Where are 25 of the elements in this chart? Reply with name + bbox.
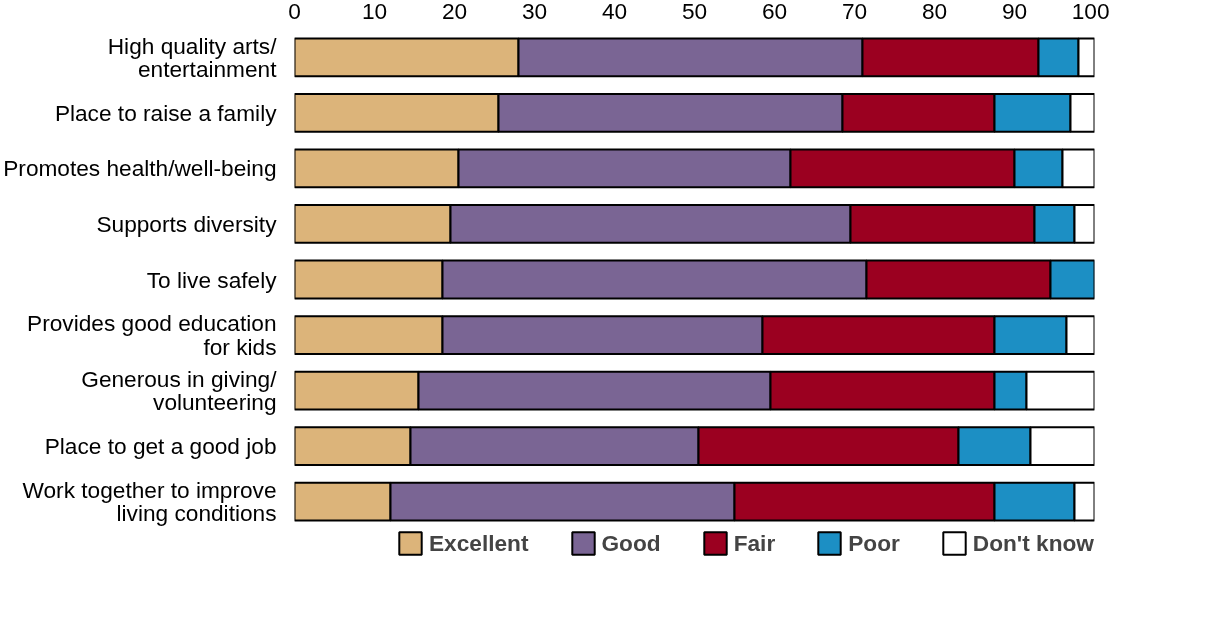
legend-label: Poor — [848, 529, 900, 557]
x-tick-label: 10 — [361, 0, 388, 24]
x-tick-label: 70 — [841, 0, 868, 24]
x-tick-label: 90 — [1001, 0, 1028, 24]
y-tick-label: Provides good education for kids — [27, 310, 277, 360]
x-tick-label: 30 — [521, 0, 548, 24]
y-tick-label: Work together to improve living conditions — [22, 477, 277, 527]
x-tick-label: 0 — [288, 0, 301, 24]
y-tick-label: Place to raise a family — [54, 99, 278, 126]
y-tick-label: Place to get a good job — [44, 433, 277, 460]
y-tick-label: High quality arts/ entertainment — [107, 32, 278, 82]
legend-label: Good — [601, 529, 661, 557]
x-tick-label: 50 — [681, 0, 708, 24]
y-tick-label: Promotes health/well-being — [3, 155, 277, 182]
legend-label: Excellent — [429, 529, 529, 557]
legend-label: Fair — [733, 529, 776, 557]
y-tick-label: Generous in giving/ volunteering — [81, 365, 278, 416]
legend-label: Don't know — [972, 529, 1094, 557]
x-tick-label: 20 — [441, 0, 468, 24]
x-tick-label: 100 — [1071, 0, 1110, 24]
y-tick-label: Supports diversity — [96, 210, 278, 237]
x-tick-label: 80 — [921, 0, 948, 24]
y-tick-label: To live safely — [146, 266, 278, 293]
x-tick-label: 60 — [761, 0, 788, 24]
x-tick-label: 40 — [601, 0, 628, 24]
